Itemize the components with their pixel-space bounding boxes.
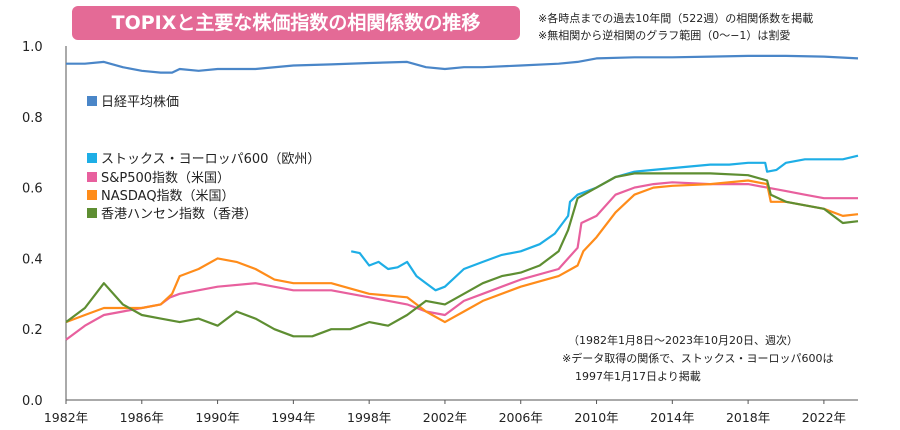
legend-label-1: ストックス・ヨーロッパ600（欧州）	[101, 152, 320, 167]
series-line-1	[350, 154, 859, 292]
legend-label-2: S&P500指数（米国）	[101, 171, 230, 186]
x-tick-label: 1982年	[44, 410, 88, 425]
y-tick-label: 0.0	[22, 394, 43, 409]
series-line-2	[65, 181, 858, 341]
x-tick-label: 2006年	[499, 410, 543, 425]
x-tick-label: 1994年	[271, 410, 315, 425]
x-tick-label: 2018年	[726, 410, 770, 425]
series-line-3	[65, 179, 859, 324]
y-tick-label: 0.8	[22, 111, 43, 126]
legend-label-4: 香港ハンセン指数（香港）	[101, 207, 257, 222]
series-line-4	[65, 172, 859, 338]
note-bottom-3: 1997年1月17日より掲載	[575, 369, 701, 383]
y-tick-label: 0.6	[22, 182, 43, 197]
note-top-1: ※各時点までの過去10年間（522週）の相関係数を掲載	[538, 12, 814, 25]
chart-title: TOPIXと主要な株価指数の相関係数の推移	[72, 6, 520, 40]
x-tick-label: 2010年	[574, 410, 618, 425]
x-tick-label: 2022年	[802, 410, 846, 425]
y-tick-label: 1.0	[22, 40, 43, 55]
series-line-0	[66, 54, 859, 74]
x-tick-label: 1998年	[347, 410, 391, 425]
legend-label-3: NASDAQ指数（米国）	[101, 189, 235, 204]
legend-swatch-2	[87, 172, 97, 182]
x-tick-label: 1990年	[195, 410, 239, 425]
y-tick-label: 0.4	[22, 252, 43, 267]
x-tick-label: 1986年	[120, 410, 164, 425]
note-top-2: ※無相関から逆相関のグラフ範囲（0〜−1）は割愛	[538, 29, 791, 42]
x-tick-label: 2014年	[650, 410, 694, 425]
x-tick-label: 2002年	[423, 410, 467, 425]
legend-label-0: 日経平均株価	[101, 95, 179, 110]
note-bottom-1: （1982年1月8日〜2023年10月20日、週次）	[568, 333, 798, 347]
y-tick-label: 0.2	[22, 323, 43, 338]
legend-swatch-0	[87, 96, 97, 106]
legend-swatch-4	[87, 208, 97, 218]
note-bottom-2: ※データ取得の関係で、ストックス・ヨーロッパ600は	[562, 351, 833, 365]
legend-swatch-3	[87, 190, 97, 200]
legend-swatch-1	[87, 153, 97, 163]
